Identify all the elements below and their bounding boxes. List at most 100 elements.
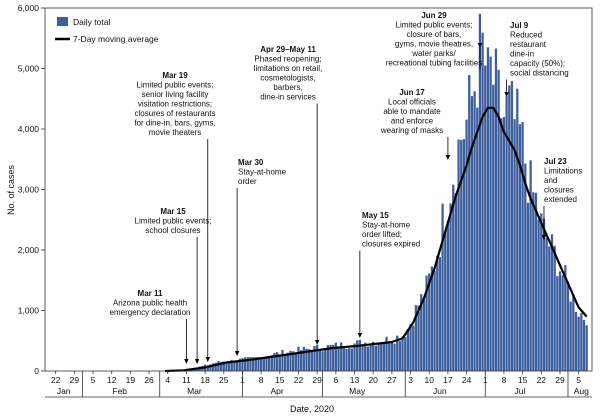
x-tick-label: 10 xyxy=(424,375,434,385)
bar xyxy=(526,202,530,371)
bar xyxy=(313,346,316,371)
annotation-title: Jul 23 xyxy=(544,157,567,166)
annotation-title: Jun 29 xyxy=(421,11,447,20)
annotation-arrow-head xyxy=(234,351,240,356)
bar xyxy=(430,266,434,371)
x-tick-label: 22 xyxy=(294,375,304,385)
bar xyxy=(366,346,369,371)
bar xyxy=(251,357,255,371)
bar xyxy=(572,294,575,371)
bar xyxy=(289,350,292,371)
annotation-text: Stay-at-home xyxy=(362,221,411,230)
bar xyxy=(473,91,476,371)
annotation-text: Limited public events; xyxy=(135,217,212,226)
x-tick-label: 11 xyxy=(182,375,191,385)
y-tick-label: 5,000 xyxy=(18,64,40,74)
bar xyxy=(574,311,578,371)
annotation-text: capacity (50%); xyxy=(510,59,565,68)
bar xyxy=(369,344,372,371)
bar xyxy=(390,342,394,371)
x-tick-label: 15 xyxy=(518,375,528,385)
bar xyxy=(409,324,412,371)
annotation-text: wearing of masks xyxy=(380,126,443,135)
x-tick-label: 29 xyxy=(312,375,322,385)
bar xyxy=(492,84,495,371)
annotation-text: limitations on retail, xyxy=(254,64,322,73)
bar xyxy=(513,119,516,371)
y-tick-label: 6,000 xyxy=(18,3,40,13)
bar xyxy=(235,360,239,371)
annotation-text: dine-in services xyxy=(260,93,316,102)
x-tick-label: 8 xyxy=(259,375,264,385)
legend: Daily total 7-Day moving average xyxy=(55,17,159,44)
bars-layer xyxy=(166,13,588,372)
y-tick-label: 2,000 xyxy=(18,245,40,255)
annotation-text: movie theaters xyxy=(149,128,201,137)
bar xyxy=(436,255,439,371)
bar xyxy=(404,337,407,371)
annotation-title: Mar 30 xyxy=(238,158,264,167)
annotation-text: senior living facility xyxy=(142,90,209,99)
bar xyxy=(561,275,564,371)
annotation-text: able to mandate xyxy=(383,107,441,116)
bar xyxy=(246,357,249,371)
annotation-text: Local officials xyxy=(388,98,436,107)
bar xyxy=(302,346,305,371)
bar xyxy=(529,160,532,371)
month-label: Jan xyxy=(57,386,71,396)
bar xyxy=(540,213,543,371)
annotation-text: dine-in xyxy=(510,50,534,59)
bar xyxy=(329,344,332,371)
bar xyxy=(468,74,471,372)
bar xyxy=(449,203,452,371)
bar xyxy=(494,48,498,372)
bar xyxy=(305,348,308,371)
x-tick-label: 22 xyxy=(537,375,547,385)
bar xyxy=(470,96,474,371)
bar xyxy=(582,319,586,371)
bar xyxy=(417,305,420,371)
bar xyxy=(316,344,319,371)
bar xyxy=(318,349,321,371)
y-tick-label: 3,000 xyxy=(18,185,40,195)
bar xyxy=(345,348,348,371)
bar xyxy=(406,328,410,371)
bar xyxy=(300,350,303,371)
bar xyxy=(502,117,506,371)
bar xyxy=(425,275,428,371)
bar xyxy=(206,365,209,371)
bar xyxy=(550,234,554,371)
bar xyxy=(278,354,281,371)
bar xyxy=(241,358,244,371)
annotation-title: Mar 11 xyxy=(138,289,163,298)
bar xyxy=(276,352,279,371)
legend-swatch-daily-total xyxy=(57,17,68,26)
moving-average-line xyxy=(165,106,588,373)
annotation-arrow-head xyxy=(445,155,451,160)
x-tick-label: 27 xyxy=(387,375,397,385)
bar xyxy=(388,343,391,371)
bar xyxy=(217,361,220,371)
y-tick-label: 1,000 xyxy=(18,306,40,316)
bar xyxy=(457,139,460,371)
annotation-arrow-head xyxy=(357,333,363,338)
annotation-arrow-head xyxy=(504,92,509,97)
bar xyxy=(340,342,343,371)
annotation-text: order xyxy=(238,177,257,186)
bar xyxy=(585,325,588,371)
annotation-text: closures expired xyxy=(362,240,420,249)
bar xyxy=(262,357,265,371)
bar xyxy=(542,218,546,371)
annotation-text: Limited public events; xyxy=(137,81,214,90)
x-tick-label: 13 xyxy=(350,375,360,385)
x-tick-label: 5 xyxy=(576,375,581,385)
bar xyxy=(364,342,367,371)
x-tick-label: 22 xyxy=(51,375,61,385)
bar xyxy=(580,312,583,371)
bar xyxy=(414,305,418,371)
